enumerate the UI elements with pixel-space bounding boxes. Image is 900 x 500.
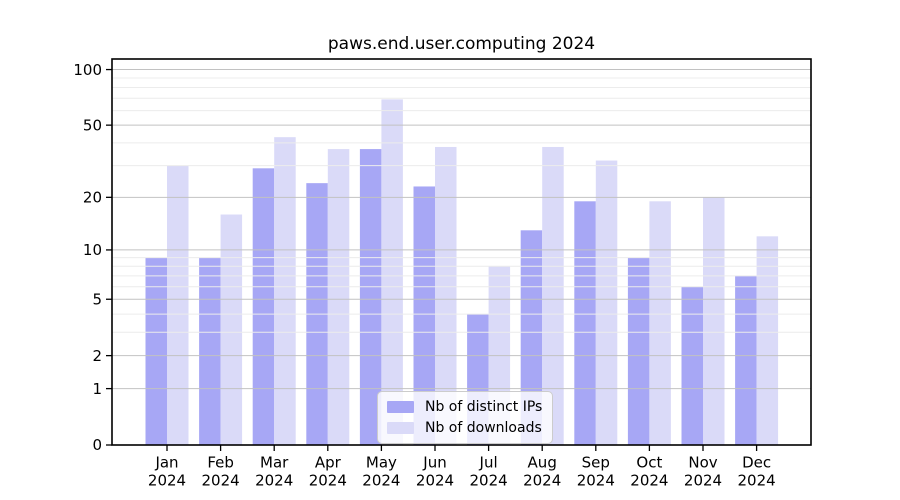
- x-tick-label-month: Sep: [582, 454, 610, 472]
- bar-downloads-dec: [756, 236, 779, 445]
- bar-downloads-mar: [274, 137, 296, 445]
- legend-label-distinct-ips: Nb of distinct IPs: [425, 399, 543, 415]
- bar-distinct-ips-nov: [681, 286, 703, 445]
- legend-item-downloads: Nb of downloads: [387, 418, 542, 438]
- x-tick-label-year: 2024: [738, 472, 776, 490]
- plot-frame: [111, 58, 812, 446]
- bar-distinct-ips-may: [359, 149, 382, 446]
- x-tick-label-month: Nov: [688, 454, 717, 472]
- x-tick-label-year: 2024: [630, 472, 668, 490]
- x-tick-label-year: 2024: [416, 472, 454, 490]
- bar-distinct-ips-feb: [199, 257, 221, 445]
- x-tick-label-year: 2024: [255, 472, 293, 490]
- x-tick-label-month: Aug: [528, 454, 557, 472]
- x-tick-label-year: 2024: [684, 472, 722, 490]
- y-tick-label: 5: [92, 290, 102, 308]
- bar-downloads-nov: [703, 197, 725, 445]
- bar-distinct-ips-jun: [413, 186, 435, 446]
- y-tick-label: 0: [92, 436, 102, 454]
- bar-distinct-ips-jan: [145, 257, 167, 445]
- bar-distinct-ips-oct: [627, 257, 650, 445]
- x-tick-label-year: 2024: [470, 472, 508, 490]
- bar-distinct-ips-sep: [574, 201, 596, 445]
- legend-swatch-distinct-ips: [387, 401, 414, 413]
- y-tick-label: 20: [83, 189, 102, 207]
- x-tick-label-year: 2024: [523, 472, 561, 490]
- bar-downloads-jun: [435, 146, 457, 446]
- x-tick-label-month: Jun: [422, 454, 446, 472]
- y-tick-label: 100: [73, 61, 102, 79]
- x-tick-label-year: 2024: [309, 472, 347, 490]
- legend-swatch-downloads: [387, 422, 414, 434]
- bar-downloads-may: [381, 99, 403, 445]
- x-tick-label-year: 2024: [148, 472, 186, 490]
- bar-downloads-aug: [542, 146, 564, 446]
- bar-distinct-ips-dec: [735, 275, 757, 445]
- x-tick-label-month: Apr: [315, 454, 342, 472]
- bar-distinct-ips-mar: [252, 168, 275, 446]
- y-tick-label: 10: [83, 241, 102, 259]
- legend: Nb of distinct IPs Nb of downloads: [377, 391, 554, 444]
- x-tick-label-year: 2024: [577, 472, 615, 490]
- bar-downloads-sep: [595, 160, 618, 446]
- bar-downloads-oct: [649, 201, 671, 445]
- x-tick-label-month: Mar: [260, 454, 289, 472]
- y-tick-label: 50: [83, 116, 102, 134]
- bar-downloads-apr: [327, 149, 350, 446]
- x-tick-label-month: May: [366, 454, 397, 472]
- x-tick-label-month: Jan: [154, 454, 178, 472]
- y-tick-label: 1: [92, 380, 102, 398]
- x-tick-label-year: 2024: [202, 472, 240, 490]
- x-tick-label-month: Oct: [636, 454, 662, 472]
- chart-title: paws.end.user.computing 2024: [327, 34, 596, 54]
- x-tick-label-month: Feb: [207, 454, 234, 472]
- legend-label-downloads: Nb of downloads: [425, 420, 542, 436]
- legend-item-distinct-ips: Nb of distinct IPs: [387, 397, 542, 417]
- x-tick-label-month: Dec: [742, 454, 771, 472]
- y-tick-label: 2: [92, 347, 102, 365]
- bar-downloads-jan: [167, 165, 189, 445]
- x-tick-label-month: Jul: [479, 454, 498, 472]
- bar-downloads-feb: [220, 214, 243, 445]
- x-tick-label-year: 2024: [362, 472, 400, 490]
